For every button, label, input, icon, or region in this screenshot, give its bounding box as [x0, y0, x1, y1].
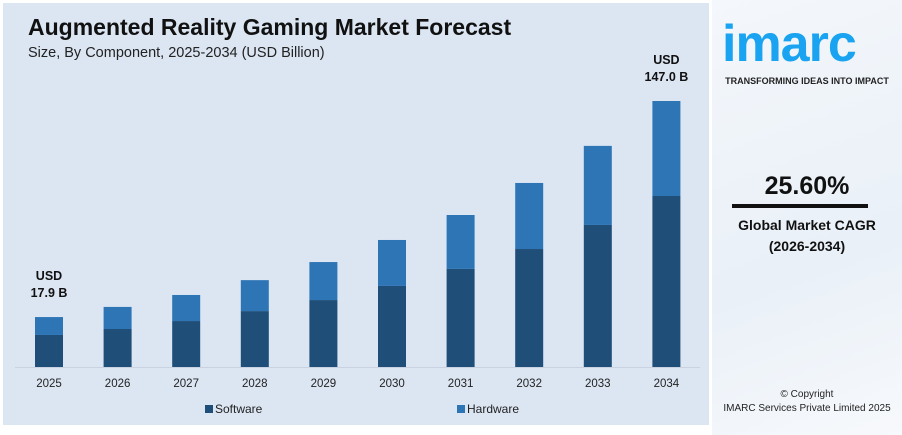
tagline: TRANSFORMING IDEAS INTO IMPACT — [725, 76, 889, 86]
bar-hardware-2026 — [103, 306, 132, 329]
bar-hardware-2032 — [515, 182, 544, 250]
bar-software-2033 — [583, 224, 612, 367]
bar-software-2027 — [172, 321, 201, 367]
bar-hardware-2025 — [35, 317, 63, 335]
cagr-value: 25.60% — [764, 172, 850, 200]
bar-hardware-2028 — [240, 280, 269, 312]
x-tick-label: 2025 — [36, 378, 62, 390]
bar-software-2025 — [35, 334, 63, 367]
bar-hardware-2033 — [583, 145, 612, 225]
x-tick-label: 2026 — [105, 378, 131, 390]
chart-subtitle: Size, By Component, 2025-2034 (USD Billi… — [28, 45, 325, 61]
bar-chart: 2025 USD 17.9 B 2026 2027 2028 2029 2030 2031 203… — [15, 53, 700, 416]
bar-hardware-2027 — [172, 294, 201, 322]
bar-software-2031 — [446, 268, 475, 367]
x-tick-label: 2033 — [585, 378, 611, 390]
x-tick-label: 2028 — [242, 378, 268, 390]
chart-title: Augmented Reality Gaming Market Forecast — [28, 14, 512, 40]
side-panel: imarc TRANSFORMING IDEAS INTO IMPACT 25.… — [712, 0, 902, 435]
bar-hardware-2030 — [378, 239, 406, 286]
legend-swatch-hardware — [457, 405, 465, 413]
bar-hardware-2034 — [652, 101, 681, 196]
bar-software-2029 — [309, 300, 338, 367]
x-tick-label: 2032 — [516, 378, 542, 390]
bar-software-2028 — [240, 311, 269, 367]
x-tick-label: 2034 — [654, 378, 680, 390]
x-tick-label: 2030 — [379, 378, 405, 390]
bar-hardware-2029 — [309, 262, 338, 301]
company: IMARC Services Private Limited 2025 — [723, 403, 891, 414]
data-label-value: 17.9 B — [31, 286, 68, 300]
cagr-period: (2026-2034) — [768, 238, 846, 254]
imarc-logo: imarc — [722, 15, 857, 73]
bar-software-2034 — [652, 196, 681, 367]
bar-software-2032 — [515, 249, 544, 367]
bar-software-2026 — [103, 329, 132, 367]
x-tick-label: 2031 — [448, 378, 474, 390]
x-tick-label: 2027 — [173, 378, 199, 390]
legend-label-hardware: Hardware — [467, 402, 519, 416]
divider — [732, 204, 868, 208]
x-tick-label: 2029 — [311, 378, 337, 390]
legend-label-software: Software — [215, 402, 263, 416]
data-label-value: 147.0 B — [645, 70, 689, 84]
bar-software-2030 — [378, 285, 406, 367]
data-label-unit: USD — [36, 269, 62, 283]
legend-swatch-software — [205, 405, 213, 413]
data-label-unit: USD — [653, 53, 679, 67]
bar-hardware-2031 — [446, 215, 475, 269]
copyright: © Copyright — [780, 389, 834, 400]
cagr-label: Global Market CAGR — [738, 217, 876, 233]
